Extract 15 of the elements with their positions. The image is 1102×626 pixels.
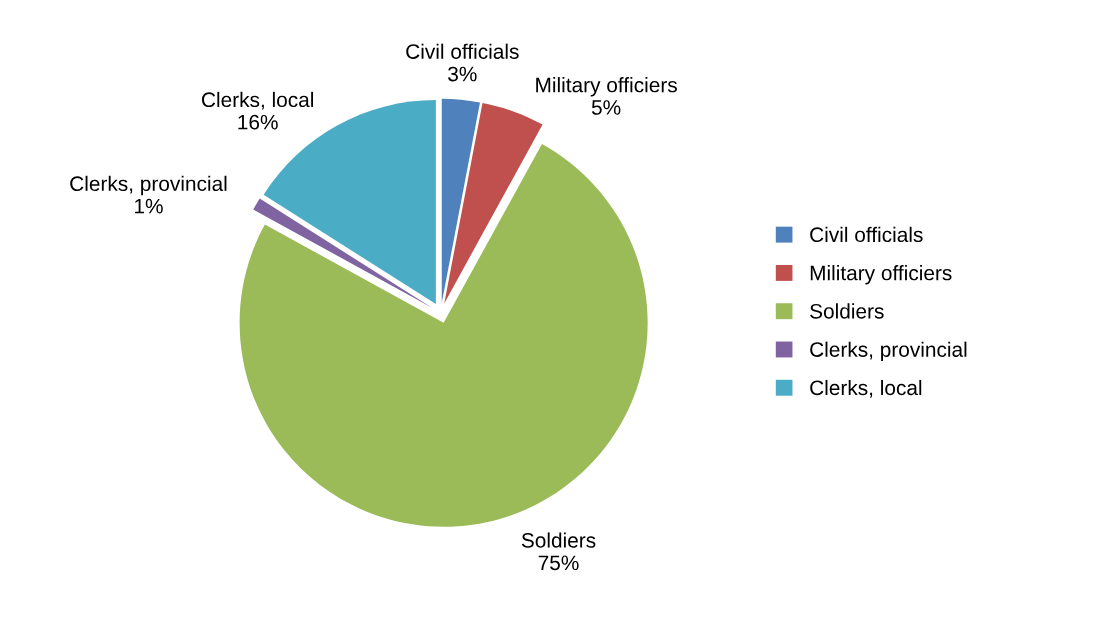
data-label: 3% xyxy=(448,66,477,82)
slice-label: Civil officials xyxy=(406,43,519,59)
slice-label: Soldiers xyxy=(521,532,596,548)
legend-label: Soldiers xyxy=(810,303,884,319)
slice-label: Clerks, provincial xyxy=(70,175,227,196)
legend-label: Civil officials xyxy=(810,226,923,243)
slice-label: Clerks, local xyxy=(202,91,313,110)
data-label: 75% xyxy=(538,555,579,571)
data-label: 5% xyxy=(591,100,621,115)
slice-label: Military officiers xyxy=(536,77,677,97)
data-label: 16% xyxy=(238,114,278,130)
legend-label: Clerks, local xyxy=(810,379,922,398)
data-label: 1% xyxy=(135,198,163,214)
legend-label: Military officiers xyxy=(810,265,952,285)
legend-label: Clerks, provincial xyxy=(810,341,967,362)
